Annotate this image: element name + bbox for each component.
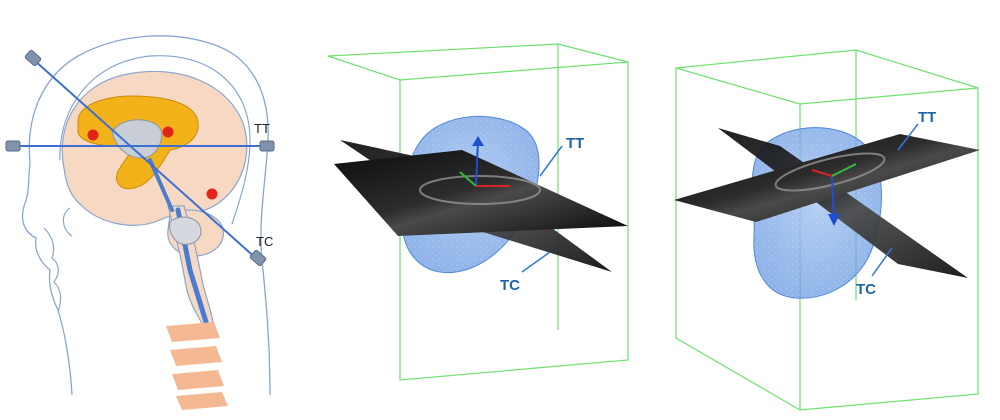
vertebrae bbox=[166, 322, 228, 410]
vertebra bbox=[170, 346, 222, 366]
marker-posterior-horn bbox=[162, 126, 174, 138]
face-profile bbox=[43, 227, 62, 313]
tc-probe-bottom bbox=[249, 249, 267, 267]
tc-pointer-b bbox=[871, 247, 893, 277]
tc-pointer-a bbox=[521, 251, 551, 273]
marker-cisterna-magna bbox=[206, 188, 218, 200]
tt-slice-b bbox=[674, 134, 980, 222]
tt-pointer-a bbox=[539, 145, 563, 177]
skull-outline bbox=[59, 55, 251, 225]
thalamus bbox=[111, 119, 163, 159]
anatomy-tt-label: TT bbox=[254, 121, 270, 136]
volume-b-tt-label: TT bbox=[918, 109, 936, 126]
ear bbox=[62, 207, 73, 237]
vertebra bbox=[172, 370, 224, 390]
volume-panel-a: TT TC bbox=[327, 43, 629, 381]
volume-a-tt-label: TT bbox=[566, 135, 584, 152]
tt-pointer-b bbox=[897, 123, 919, 151]
anatomy-tc-label: TC bbox=[256, 234, 273, 249]
aqueduct bbox=[148, 158, 174, 212]
volume-panel-b: TT TC bbox=[674, 49, 980, 411]
anatomy-panel: TT TC bbox=[5, 35, 275, 410]
tt-slice-head-echo-a bbox=[419, 175, 541, 205]
volume-b-tc-label: TC bbox=[856, 281, 876, 298]
tt-probe-right bbox=[259, 140, 275, 152]
axes-b bbox=[811, 163, 857, 226]
vertebra bbox=[176, 392, 228, 410]
tc-probe-top bbox=[24, 49, 42, 67]
volume-a-tc-label: TC bbox=[500, 277, 520, 294]
vertebra bbox=[166, 322, 220, 342]
tt-slice-a bbox=[334, 150, 628, 236]
tt-probe-left bbox=[5, 140, 21, 152]
tc-plane-line bbox=[33, 59, 259, 261]
fourth-ventricle bbox=[169, 216, 202, 245]
axes-a bbox=[459, 136, 510, 187]
marker-anterior-horn bbox=[87, 129, 99, 141]
tc-slice-b bbox=[718, 128, 968, 278]
